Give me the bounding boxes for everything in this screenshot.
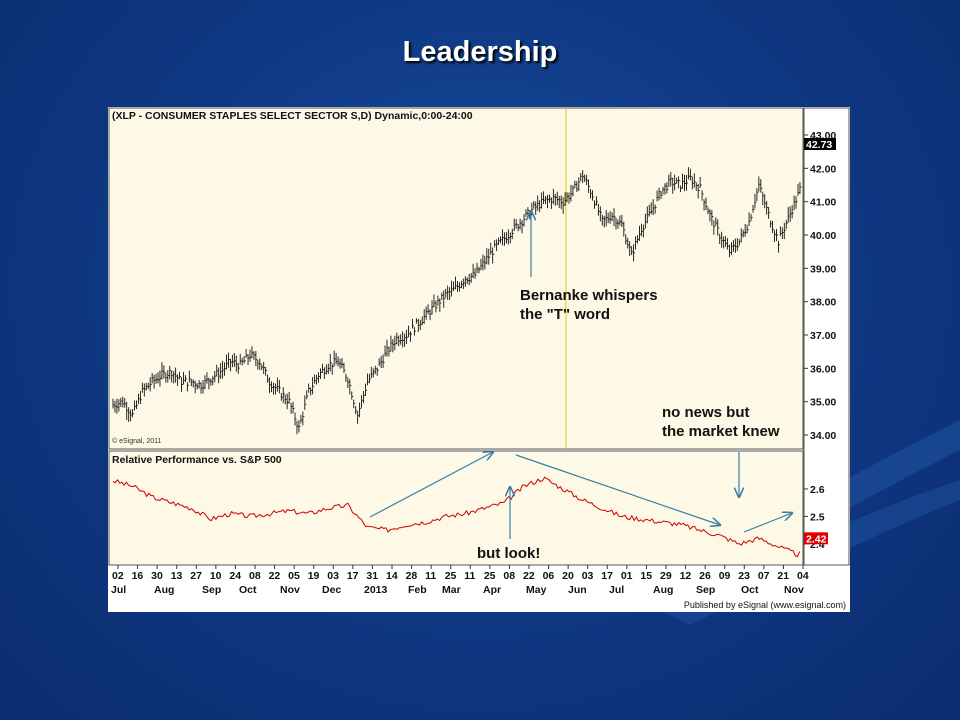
rel-last-value-box — [804, 532, 828, 545]
x-day-label: 26 — [699, 570, 711, 582]
price-last-value-box — [804, 138, 836, 150]
x-day-label: 01 — [621, 570, 633, 582]
x-day-label: 19 — [308, 570, 320, 582]
x-day-label: 05 — [288, 570, 300, 582]
x-day-label: 25 — [484, 570, 496, 582]
x-day-label: 03 — [327, 570, 339, 582]
y-axis-area — [803, 107, 850, 566]
x-month-label: Nov — [280, 584, 300, 596]
price-tick-label: 40.00 — [810, 230, 836, 242]
rel-tick-label: 2.5 — [810, 511, 825, 523]
price-tick-label: 38.00 — [810, 297, 836, 309]
price-tick-label: 37.00 — [810, 330, 836, 342]
x-month-label: Aug — [154, 584, 174, 596]
x-day-label: 24 — [229, 570, 241, 582]
x-month-label: May — [526, 584, 547, 596]
rel-last-value: 2.42 — [806, 533, 827, 545]
rel-tick-label: 2.6 — [810, 484, 825, 496]
x-day-label: 08 — [249, 570, 261, 582]
bernanke-line-2: the "T" word — [520, 306, 611, 323]
x-day-label: 17 — [601, 570, 613, 582]
x-month-label: Dec — [322, 584, 341, 596]
x-month-label: Feb — [408, 584, 427, 596]
decline-arrow — [515, 454, 720, 525]
x-month-label: Aug — [653, 584, 673, 596]
no-news-line-2: the market knew — [662, 423, 780, 440]
recent-rise-arrow — [743, 513, 792, 533]
x-month-label: Jul — [609, 584, 624, 596]
bernanke-line-1: Bernanke whispers — [520, 287, 658, 304]
x-month-label: 2013 — [364, 584, 388, 596]
relative-performance-line — [112, 476, 801, 558]
x-day-label: 14 — [386, 570, 398, 582]
price-chart-title: (XLP - CONSUMER STAPLES SELECT SECTOR S,… — [112, 110, 473, 122]
x-day-label: 28 — [406, 570, 418, 582]
bernanke-annotation: Bernanke whispers the "T" word — [520, 286, 658, 324]
x-day-label: 13 — [171, 570, 183, 582]
x-month-label: Oct — [741, 584, 759, 596]
price-tick-label: 42.00 — [810, 163, 836, 175]
x-day-label: 10 — [210, 570, 222, 582]
footer-credit: Published by eSignal (www.esignal.com) — [684, 600, 846, 610]
x-day-label: 20 — [562, 570, 574, 582]
x-day-label: 04 — [797, 570, 809, 582]
slide-title: Leadership — [402, 36, 558, 68]
x-day-label: 22 — [523, 570, 535, 582]
x-day-label: 16 — [132, 570, 144, 582]
x-day-label: 30 — [151, 570, 163, 582]
relative-chart-title: Relative Performance vs. S&P 500 — [112, 454, 282, 466]
x-day-label: 22 — [269, 570, 281, 582]
x-day-label: 12 — [680, 570, 692, 582]
price-tick-label: 34.00 — [810, 430, 836, 442]
price-tick-label: 41.00 — [810, 197, 836, 209]
x-month-label: Jun — [568, 584, 587, 596]
but-look-annotation: but look! — [477, 545, 541, 562]
x-day-label: 25 — [445, 570, 457, 582]
watermark: © eSignal, 2011 — [112, 437, 162, 445]
x-axis-area — [109, 566, 849, 611]
x-month-label: Apr — [483, 584, 501, 596]
x-day-label: 03 — [582, 570, 594, 582]
x-day-label: 29 — [660, 570, 672, 582]
x-month-label: Nov — [784, 584, 804, 596]
x-day-label: 07 — [758, 570, 770, 582]
x-day-label: 11 — [425, 570, 436, 582]
price-tick-label: 39.00 — [810, 263, 836, 275]
chart-svg: (XLP - CONSUMER STAPLES SELECT SECTOR S,… — [108, 107, 850, 611]
x-day-label: 06 — [543, 570, 555, 582]
x-day-label: 02 — [112, 570, 124, 582]
x-month-label: Sep — [696, 584, 715, 596]
no-news-annotation: no news but the market knew — [662, 403, 780, 441]
x-day-label: 09 — [719, 570, 731, 582]
x-day-label: 23 — [738, 570, 750, 582]
x-day-label: 17 — [347, 570, 359, 582]
x-day-label: 08 — [503, 570, 515, 582]
x-day-label: 27 — [190, 570, 202, 582]
price-last-value: 42.73 — [806, 139, 832, 151]
x-month-label: Oct — [239, 584, 257, 596]
x-day-label: 21 — [777, 570, 789, 582]
chart-panel: (XLP - CONSUMER STAPLES SELECT SECTOR S,… — [108, 107, 850, 612]
rise-arrow — [369, 452, 493, 518]
x-day-label: 31 — [366, 570, 378, 582]
no-news-line-1: no news but — [662, 404, 750, 421]
x-day-label: 15 — [640, 570, 652, 582]
x-day-label: 11 — [464, 570, 475, 582]
x-month-label: Sep — [202, 584, 221, 596]
x-month-label: Mar — [442, 584, 461, 596]
price-tick-label: 36.00 — [810, 363, 836, 375]
x-month-label: Jul — [111, 584, 126, 596]
relative-panel-bg — [108, 450, 804, 566]
price-tick-label: 35.00 — [810, 397, 836, 409]
price-panel-bg — [108, 107, 804, 450]
